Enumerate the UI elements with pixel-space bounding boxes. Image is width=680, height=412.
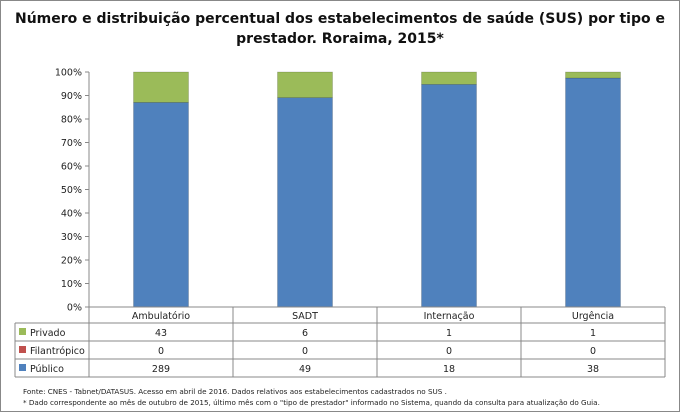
bar-público-1 [277, 97, 333, 308]
bar-público-3 [565, 77, 621, 308]
y-tick-label: 10% [61, 279, 82, 290]
footnote: * Dado correspondente ao mês de outubro … [23, 398, 600, 407]
table-cell: 49 [299, 364, 311, 375]
y-tick-label: 0% [67, 303, 82, 314]
bar-privado-2 [421, 71, 477, 85]
y-tick-label: 20% [61, 256, 82, 267]
source-note: Fonte: CNES - Tabnet/DATASUS. Acesso em … [23, 387, 447, 396]
bar-público-2 [421, 84, 477, 308]
legend-label: Privado [30, 328, 66, 339]
category-label: SADT [292, 311, 318, 322]
chart-title: Número e distribuição percentual dos est… [14, 11, 665, 47]
table-cell: 0 [446, 346, 452, 357]
chart-notes: Fonte: CNES - Tabnet/DATASUS. Acesso em … [23, 386, 600, 408]
bar-privado-0 [133, 71, 189, 103]
category-label: Urgência [572, 311, 614, 322]
table-cell: 1 [446, 328, 452, 339]
y-tick-label: 80% [61, 115, 82, 126]
table-cell: 18 [443, 364, 455, 375]
table-cell: 43 [155, 328, 167, 339]
legend-key-filantrópico [19, 346, 26, 353]
table-cell: 38 [587, 364, 599, 375]
table-cell: 0 [590, 346, 596, 357]
y-tick-label: 70% [61, 138, 82, 149]
legend-key-público [19, 364, 26, 371]
y-tick-label: 60% [61, 162, 82, 173]
y-tick-label: 30% [61, 232, 82, 243]
legend-key-privado [19, 328, 26, 335]
bar-público-0 [133, 102, 189, 308]
bar-privado-1 [277, 71, 333, 98]
y-tick-label: 100% [55, 68, 82, 79]
table-cell: 0 [158, 346, 164, 357]
table-cell: 1 [590, 328, 596, 339]
legend-label: Filantrópico [30, 346, 85, 357]
table-cell: 6 [302, 328, 308, 339]
y-tick-label: 50% [61, 185, 82, 196]
y-tick-label: 40% [61, 209, 82, 220]
y-tick-label: 90% [61, 91, 82, 102]
category-label: Internação [424, 311, 475, 322]
bar-privado-3 [565, 71, 621, 79]
category-label: Ambulatório [132, 311, 190, 322]
chart-svg: 0% 10% 20% 30% 40% 50% 60% 70% 80% 90% 100% Ambulat… [14, 68, 666, 378]
legend-label: Público [30, 364, 64, 375]
table-cell: 289 [152, 364, 170, 375]
table-cell: 0 [302, 346, 308, 357]
